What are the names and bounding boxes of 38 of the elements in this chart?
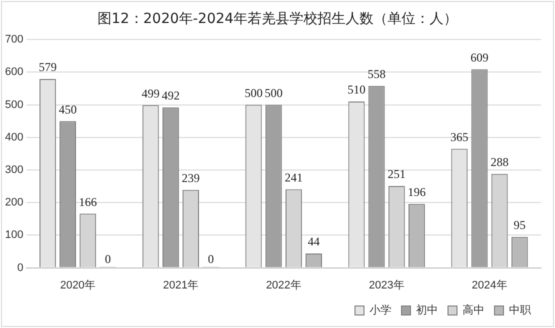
data-label: 251: [388, 167, 406, 182]
x-tick-label: 2023年: [368, 279, 404, 292]
data-label: 239: [182, 171, 200, 186]
y-tick-label: 200: [4, 196, 24, 209]
y-tick-label: 0: [17, 262, 24, 274]
y-tick-label: 400: [4, 131, 24, 144]
data-label: 579: [38, 60, 57, 74]
x-tick-label: 2020年: [60, 279, 96, 292]
data-label: 365: [450, 130, 468, 144]
data-label: 500: [264, 86, 283, 100]
y-tick-label: 600: [4, 66, 24, 78]
y-tick-label: 500: [4, 98, 24, 111]
data-label: 166: [78, 194, 97, 209]
x-tick-label: 2024年: [472, 279, 508, 292]
data-label: 0: [208, 252, 214, 266]
data-label: 450: [58, 102, 77, 116]
data-label: 288: [490, 155, 509, 170]
data-label: 196: [408, 185, 426, 200]
legend-label: 初中: [416, 304, 438, 317]
data-label: 241: [284, 170, 303, 184]
data-label: 500: [244, 86, 263, 100]
data-label: 44: [308, 234, 320, 249]
data-label: 609: [470, 50, 488, 64]
y-tick-label: 700: [4, 34, 24, 46]
data-label: 499: [142, 86, 160, 100]
data-label: 510: [348, 82, 366, 97]
legend-label: 中职: [509, 304, 531, 317]
y-tick-label: 300: [4, 164, 24, 176]
chart-title: 图12：2020年-2024年若羌县学校招生人数（单位：人）: [96, 10, 459, 28]
data-label: 0: [104, 252, 111, 266]
data-label: 558: [368, 67, 386, 82]
legend-label: 高中: [462, 304, 484, 317]
x-tick-label: 2021年: [163, 279, 198, 292]
data-label: 95: [514, 218, 526, 232]
x-tick-label: 2022年: [266, 279, 302, 292]
data-label: 492: [162, 88, 180, 103]
legend-label: 小学: [370, 304, 392, 317]
y-tick-label: 100: [4, 229, 24, 242]
